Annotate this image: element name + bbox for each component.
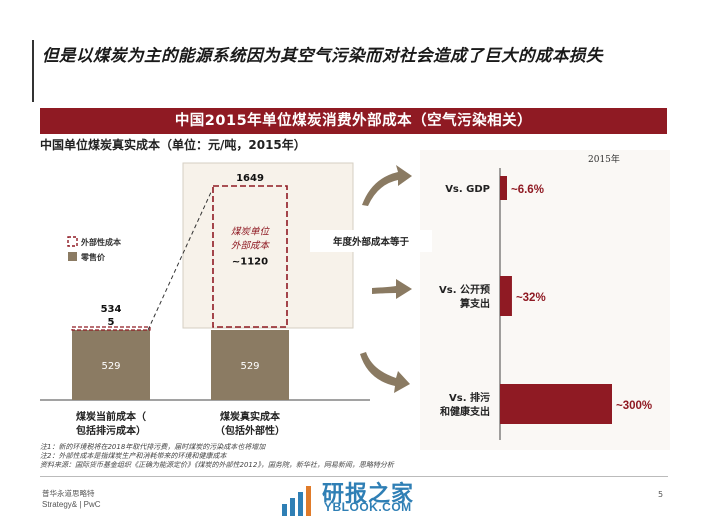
bar-total-label-2: 1649: [236, 173, 264, 184]
bar-annotation-line-1: 煤炭单位: [231, 226, 271, 238]
category-label-2-line-2: （包括外部性）: [215, 424, 285, 437]
bar-external-label-2: ~1120: [232, 257, 268, 268]
right-bar-value-1: ~6.6%: [511, 184, 544, 196]
left-chart-subtitle: 中国单位煤炭真实成本（单位：元/吨，2015年）: [40, 138, 306, 152]
right-category-label-1-line-1: Vs. GDP: [445, 184, 490, 195]
right-chart-year: 2015年: [588, 153, 620, 165]
arrow-group: [360, 165, 412, 393]
page-title: 但是以煤炭为主的能源系统因为其空气污染而对社会造成了巨大的成本损失: [42, 46, 603, 65]
arrow-down-icon: [360, 352, 410, 393]
category-label-2-line-1: 煤炭真实成本: [220, 410, 281, 423]
category-label-1-line-2: 包括排污成本）: [76, 424, 146, 437]
right-bar-value-2: ~32%: [516, 292, 546, 304]
bar-retail-label-2: 529: [240, 361, 259, 372]
bar-retail-1: [72, 330, 150, 400]
footnote-1: 注1：新的环境税将在2018年取代排污费，届时煤炭的污染成本也将增加: [40, 443, 266, 451]
right-bar-2: [500, 276, 512, 316]
footnote-2: 注2：外部性成本是指煤炭生产和消耗带来的环境和健康成本: [40, 452, 227, 460]
page-number: 5: [658, 490, 664, 499]
legend-swatch-external: [67, 236, 78, 247]
right-bar-1: [500, 176, 507, 200]
bar-total-label-1: 534: [101, 304, 122, 315]
right-category-label-3-line-1: Vs. 排污: [449, 391, 490, 404]
legend-swatch-retail: [68, 252, 77, 261]
arrow-up-icon: [362, 165, 412, 206]
connector-label: 年度外部成本等于: [333, 236, 410, 248]
right-category-label-2-line-2: 算支出: [459, 297, 490, 310]
footer-brand-en: Strategy& | PwC: [42, 500, 101, 509]
watermark-text: 研报之家: [322, 482, 415, 507]
title-rule: [32, 40, 34, 102]
right-bar-value-3: ~300%: [616, 400, 652, 412]
footer-rule: [40, 476, 668, 477]
footnote-source: 资料来源：国际货币基金组织《正确为能源定价》《煤炭的外部性2012》，国务院，新…: [40, 461, 394, 469]
bar-external-label-1: 5: [108, 317, 115, 328]
connector-label-box: [310, 230, 432, 252]
legend-label-external: 外部性成本: [81, 237, 121, 247]
category-label-1-line-1: 煤炭当前成本（: [76, 410, 146, 423]
bar-external-2: [212, 185, 288, 328]
right-category-label-3-line-2: 和健康支出: [439, 405, 490, 418]
watermark-url: YBLOOK.COM: [324, 500, 412, 514]
footer-brand-cn: 普华永道思略特: [42, 489, 95, 498]
footnotes: 注1：新的环境税将在2018年取代排污费，届时煤炭的污染成本也将增加 注2：外部…: [40, 443, 394, 470]
connector-dashed-line: [147, 189, 213, 331]
bar-retail-label-1: 529: [101, 361, 120, 372]
bar-retail-2: [211, 330, 289, 400]
right-bar-3: [500, 384, 612, 424]
bar-external-1: [71, 326, 151, 331]
bar-annotation-line-2: 外部成本: [231, 240, 271, 252]
watermark-logo-icon: [282, 486, 311, 516]
right-category-label-2-line-1: Vs. 公开预: [439, 284, 490, 296]
arrow-right-icon: [372, 279, 412, 299]
legend-label-retail: 零售价: [80, 252, 106, 262]
section-banner: 中国2015年单位煤炭消费外部成本（空气污染相关）: [40, 108, 667, 134]
